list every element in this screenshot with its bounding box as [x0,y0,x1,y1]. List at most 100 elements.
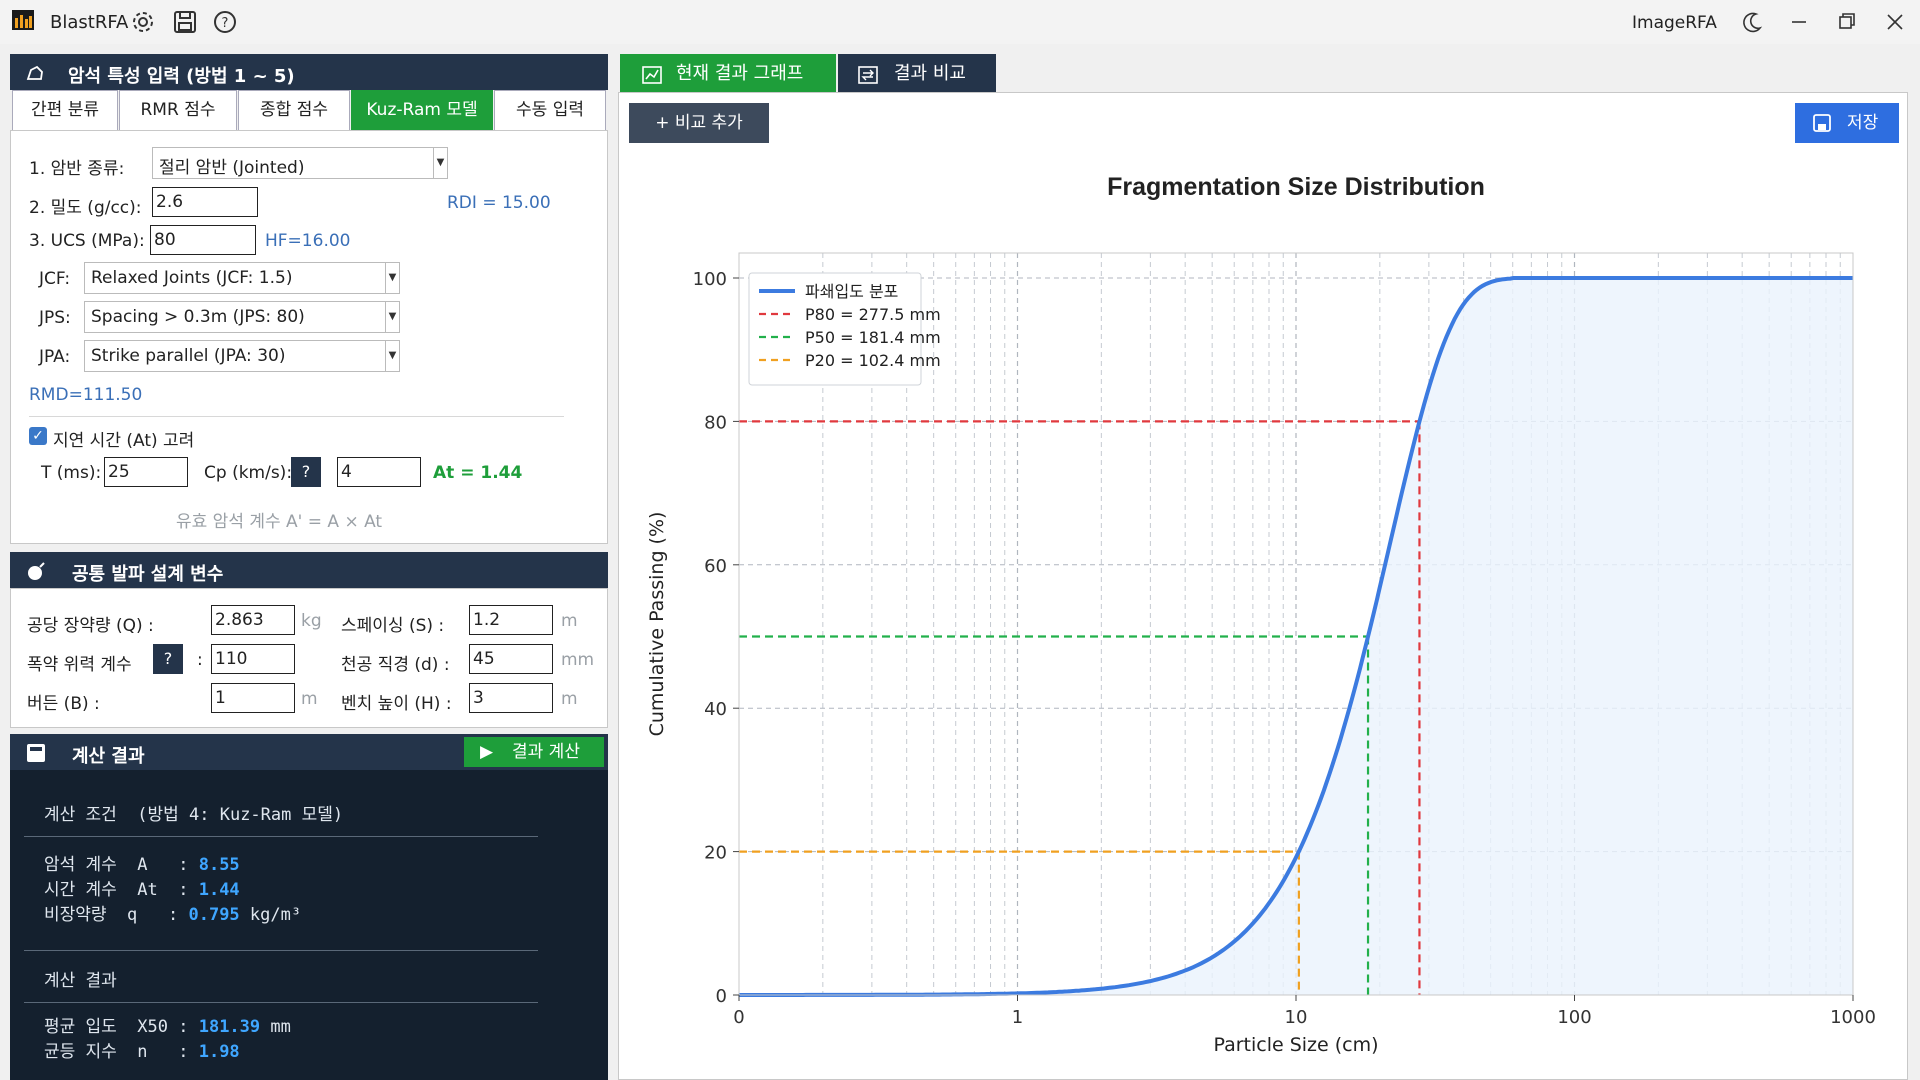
chevron-down-icon: ▼ [385,263,399,293]
legend-label: P50 = 181.4 mm [805,328,941,347]
charge-input[interactable] [211,605,295,635]
power-colon: : [197,650,203,670]
jcf-label: JCF: [39,269,71,289]
divider [24,836,538,837]
y-tick-label: 80 [704,412,727,433]
theme-moon-icon[interactable] [1738,8,1768,36]
save-disk-icon [1813,114,1831,132]
explosive-power-input[interactable] [211,644,295,674]
spacing-input[interactable] [469,605,553,635]
legend-box [748,272,922,386]
tab-total-score[interactable]: 종합 점수 [238,90,350,130]
burden-input[interactable] [211,683,295,713]
save-disk-icon[interactable] [172,9,198,35]
chevron-down-icon: ▼ [385,341,399,371]
t-ms-input[interactable] [104,457,188,487]
spacing-unit: m [561,611,578,631]
divider [24,950,538,951]
hf-value: HF=16.00 [265,231,351,251]
t-label: T (ms): [41,463,102,483]
settings-gear-icon[interactable] [130,9,156,35]
calc-results-header: 계산 결과 ▶ 결과 계산 [10,734,608,770]
calc-result-rows: 평균 입도 X50 : 181.39 mm 균등 지수 n : 1.98 [44,1012,291,1062]
calculate-button[interactable]: ▶ 결과 계산 [464,737,604,767]
cp-label: Cp (km/s): [204,463,293,483]
spacing-label: 스페이싱 (S) : [341,616,445,636]
time-factor-row: 시간 계수 At : 1.44 [44,880,240,900]
calc-condition-title: 계산 조건 (방법 4: Kuz-Ram 모델) [44,805,344,825]
blast-design-form: 공당 장약량 (Q) : kg 스페이싱 (S) : m 폭약 위력 계수 ? … [10,588,608,728]
jpa-select[interactable]: Strike parallel (JPA: 30) ▼ [84,340,400,372]
tab-manual-input[interactable]: 수동 입력 [494,90,606,130]
burden-unit: m [301,689,318,709]
calc-result-title: 계산 결과 [44,971,117,991]
jpa-value: Strike parallel (JPA: 30) [91,346,286,366]
ucs-input[interactable] [150,225,256,255]
app-logo-icon [12,10,34,30]
y-tick-label: 40 [704,699,727,720]
rock-properties-header: 암석 특성 입력 (방법 1 ~ 5) [10,54,608,90]
tab-simple-classification[interactable]: 간편 분류 [12,90,118,130]
graph-panel: + 비교 추가 저장 Fragmentation Size Distributi… [618,92,1908,1080]
diameter-input[interactable] [469,644,553,674]
tab-kuz-ram-model[interactable]: Kuz-Ram 모델 [351,90,493,130]
tab-current-label: 현재 결과 그래프 [676,63,804,84]
power-help-button[interactable]: ? [153,644,183,674]
x-tick-label: 10 [1285,1007,1308,1028]
chevron-down-icon: ▼ [433,148,447,178]
close-icon[interactable] [1880,8,1910,36]
app-title: BlastRFA [50,12,129,33]
divider [29,416,564,417]
save-button[interactable]: 저장 [1795,103,1899,143]
ucs-label: 3. UCS (MPa): [29,231,145,251]
tab-result-compare[interactable]: 결과 비교 [838,54,996,94]
x-axis-label: Particle Size (cm) [1213,1034,1378,1056]
chart-title: Fragmentation Size Distribution [1107,173,1485,201]
imagerfa-label[interactable]: ImageRFA [1632,13,1717,33]
kuz-ram-form: 1. 암반 종류: 절리 암반 (Jointed) ▼ 2. 밀도 (g/cc)… [10,130,608,544]
restore-icon[interactable] [1832,8,1862,36]
chart-legend: 파쇄입도 분포 P80 = 277.5 mm P50 = 181.4 mm P20 =… [748,272,941,386]
bench-height-input[interactable] [469,683,553,713]
jcf-select[interactable]: Relaxed Joints (JCF: 1.5) ▼ [84,262,400,294]
diameter-label: 천공 직경 (d) : [341,655,450,675]
help-icon[interactable]: ? [212,9,238,35]
delay-time-label: 지연 시간 (At) 고려 [53,431,195,451]
y-axis-label: Cumulative Passing (%) [646,512,668,737]
rock-properties-title: 암석 특성 입력 (방법 1 ~ 5) [68,66,295,87]
delay-time-checkbox[interactable]: ✓ [29,427,47,445]
curve-fill-area [739,278,1853,995]
jcf-value: Relaxed Joints (JCF: 1.5) [91,268,293,288]
rdi-value: RDI = 15.00 [447,193,551,213]
calc-results-title: 계산 결과 [72,746,145,767]
play-icon: ▶ [480,742,494,762]
calc-results-output: 계산 조건 (방법 4: Kuz-Ram 모델) 암석 계수 A : 8.55 … [10,770,608,1080]
rock-factor-row: 암석 계수 A : 8.55 [44,855,240,875]
svg-text:?: ? [222,16,229,31]
density-input[interactable] [152,187,258,217]
cp-input[interactable] [337,457,421,487]
bench-height-unit: m [561,689,578,709]
add-comparison-button[interactable]: + 비교 추가 [629,103,769,143]
y-tick-label: 0 [716,986,727,1007]
diameter-unit: mm [561,650,595,670]
rock-type-select[interactable]: 절리 암반 (Jointed) ▼ [152,147,448,179]
x-tick-label: 1000 [1830,1007,1876,1028]
compare-icon [858,66,878,84]
y-tick-label: 20 [704,843,727,864]
title-bar: BlastRFA ? ImageRFA [0,0,1920,44]
calculator-icon [27,744,45,762]
burden-label: 버든 (B) : [27,694,100,714]
jps-value: Spacing > 0.3m (JPS: 80) [91,307,305,327]
cp-help-button[interactable]: ? [291,457,321,487]
jps-select[interactable]: Spacing > 0.3m (JPS: 80) ▼ [84,301,400,333]
explosive-power-label: 폭약 위력 계수 [27,655,132,675]
tab-rmr-score[interactable]: RMR 점수 [119,90,237,130]
tab-current-result-graph[interactable]: 현재 결과 그래프 [620,54,836,94]
rock-type-value: 절리 암반 (Jointed) [159,158,305,178]
charge-unit: kg [301,611,322,631]
legend-label: 파쇄입도 분포 [805,282,898,301]
minimize-icon[interactable] [1784,8,1814,36]
rmd-value: RMD=111.50 [29,385,143,405]
effective-rock-factor-note: 유효 암석 계수 A' = A × At [176,512,383,532]
